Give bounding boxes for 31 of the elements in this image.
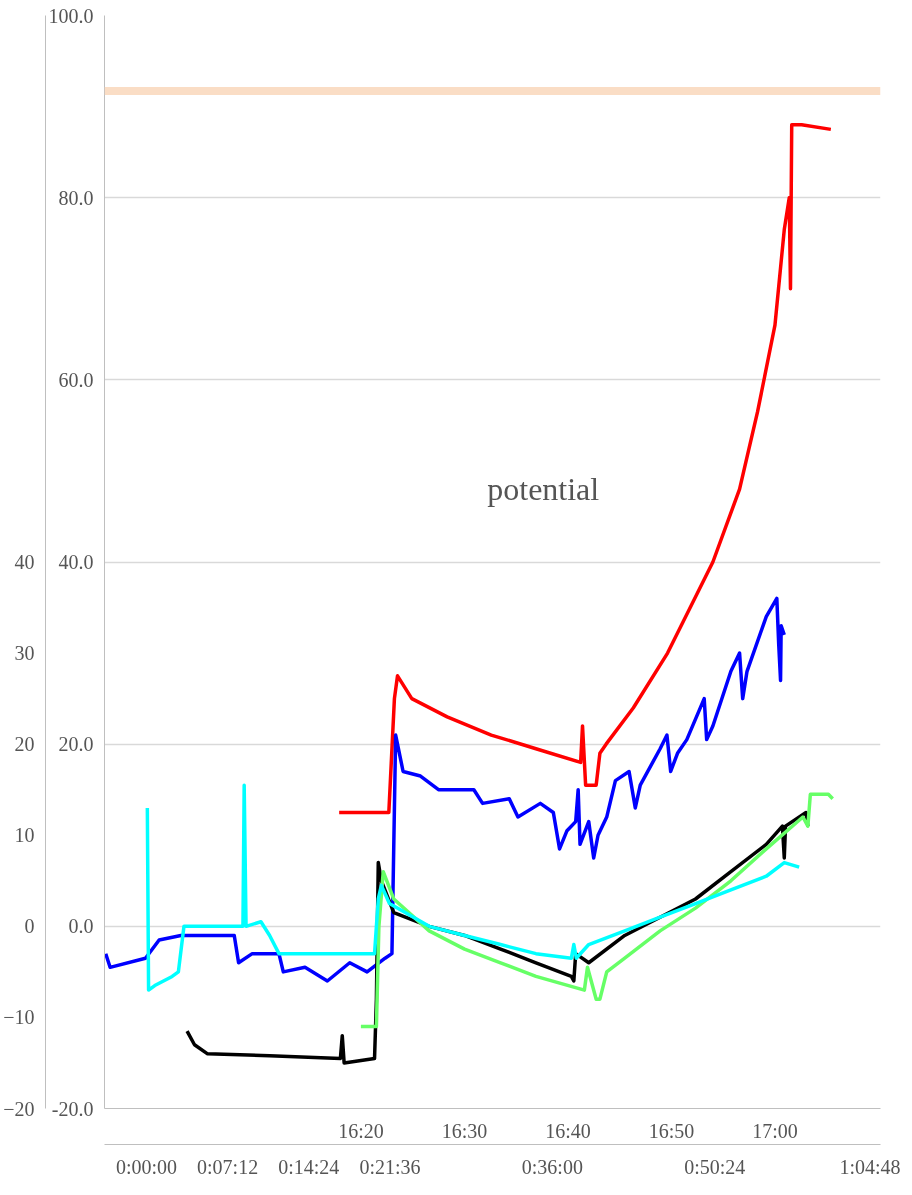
- y2-tick-label: 10: [14, 824, 35, 847]
- x-tick-label: 16:50: [648, 1119, 695, 1142]
- text: potential: [487, 471, 600, 508]
- y-tick-label: 20.0: [58, 733, 94, 756]
- x2-tick-label: 0:00:00: [115, 1155, 178, 1178]
- x-tick-label: 16:30: [441, 1119, 488, 1142]
- y-tick-label: 0.0: [68, 915, 94, 938]
- y2-tick-label: 40: [14, 551, 35, 573]
- x2-tick-label: 0:36:00: [521, 1155, 583, 1178]
- x2-tick-label: 0:07:12: [197, 1155, 259, 1178]
- x2-tick-label: 0:50:24: [684, 1155, 746, 1178]
- line-series: [359, 792, 835, 1029]
- y-tick-label: 80.0: [58, 186, 94, 209]
- y2-tick-label: −10: [3, 1006, 35, 1029]
- y-tick-label: -20.0: [51, 1097, 94, 1120]
- x2-tick-label: 0:14:24: [278, 1155, 340, 1178]
- x2-tick-label: 1:04:48: [839, 1155, 901, 1178]
- x-tick-label: 16:20: [338, 1119, 384, 1142]
- x-tick-label: 17:00: [752, 1119, 798, 1142]
- x-tick-label: 16:40: [545, 1119, 591, 1142]
- y2-tick-label: −20: [3, 1097, 35, 1120]
- y-tick-label: 60.0: [58, 368, 94, 391]
- y-tick-label: 100.0: [48, 4, 94, 27]
- y2-tick-label: 20: [14, 733, 35, 756]
- x2-tick-label: 0:21:36: [359, 1155, 421, 1178]
- y-tick-label: 40.0: [58, 551, 94, 573]
- line-series: [337, 123, 833, 815]
- line-series: [104, 596, 787, 983]
- y2-tick-label: 0: [24, 915, 35, 938]
- line-series: [145, 783, 801, 992]
- y2-tick-label: 30: [14, 642, 35, 665]
